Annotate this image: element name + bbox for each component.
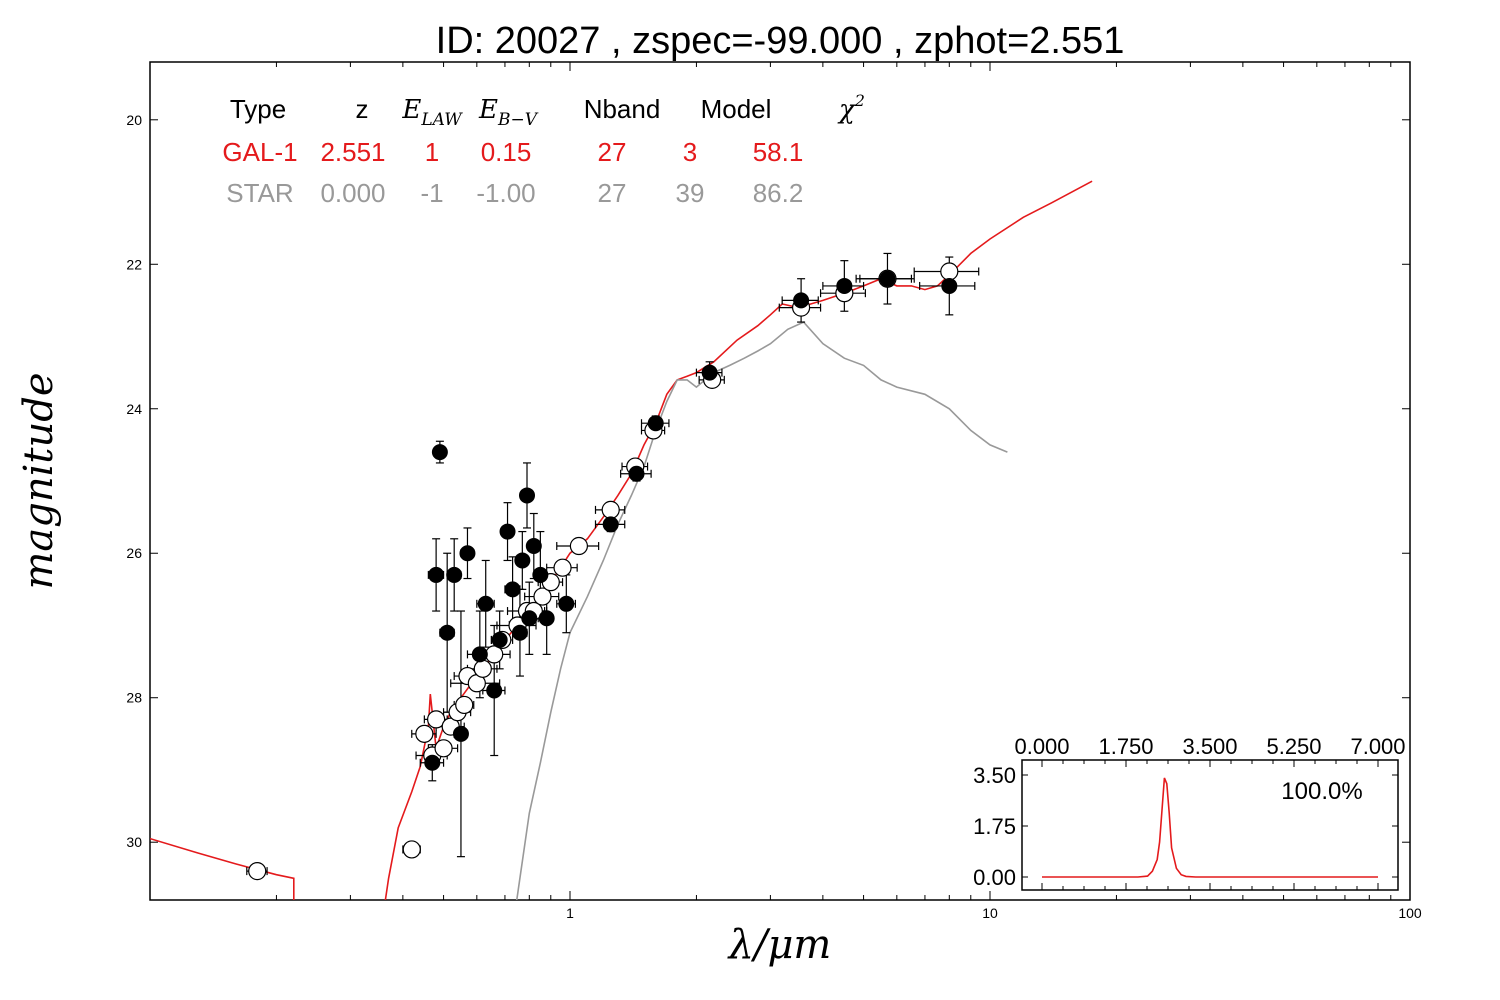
- observed-magnitude-point: [486, 682, 503, 699]
- y-tick-label: 22: [126, 256, 142, 272]
- observed-magnitude-point: [439, 624, 456, 641]
- observed-magnitude-point: [941, 277, 958, 294]
- observed-magnitude-point: [602, 516, 619, 533]
- table-header-model: Model: [701, 94, 772, 124]
- observed-magnitude-point: [793, 292, 810, 309]
- observed-magnitude-point: [879, 270, 896, 287]
- observed-magnitude-point: [511, 624, 528, 641]
- observed-magnitude-point: [424, 754, 441, 771]
- observed-magnitude-point: [525, 538, 542, 555]
- observed-magnitude-point: [836, 277, 853, 294]
- fit-results-table: Type z ELAW EB−V Nband Model χ2 GAL-1 2.551 1 0.15…: [222, 91, 865, 208]
- observed-magnitude-point: [532, 566, 549, 583]
- observed-magnitude-point: [499, 523, 516, 540]
- inset-y-tick-label: 1.75: [973, 814, 1016, 839]
- photometry-points: [246, 252, 980, 881]
- inset-probability-label: 100.0%: [1281, 778, 1362, 805]
- table-header-e-law: ELAW: [401, 95, 463, 130]
- star-row-cell: 86.2: [753, 178, 804, 208]
- galaxy-row-cell: 2.551: [320, 137, 385, 167]
- observed-magnitude-point: [459, 545, 476, 562]
- inset-x-tick-label: 7.000: [1350, 734, 1405, 759]
- galaxy-row-cell: 1: [425, 137, 439, 167]
- observed-magnitude-point: [647, 415, 664, 432]
- galaxy-row-cell: 58.1: [753, 137, 804, 167]
- x-tick-label: 1: [566, 905, 574, 921]
- inset-x-tick-label: 5.250: [1266, 734, 1321, 759]
- model-magnitude-point: [473, 659, 492, 678]
- observed-magnitude-point: [452, 725, 469, 742]
- table-header-z: z: [356, 94, 369, 124]
- observed-magnitude-point: [504, 581, 521, 598]
- observed-magnitude-point: [628, 465, 645, 482]
- inset-x-tick-label: 0.000: [1014, 734, 1069, 759]
- pdz-curve: [1042, 777, 1378, 878]
- model-magnitude-point: [601, 500, 620, 519]
- observed-magnitude-point: [558, 595, 575, 612]
- inset-x-tick-label: 1.750: [1098, 734, 1153, 759]
- model-magnitude-point: [569, 536, 588, 556]
- inset-x-tick-label: 3.500: [1182, 734, 1237, 759]
- observed-magnitude-point: [538, 610, 555, 627]
- observed-magnitude-point: [477, 595, 494, 612]
- model-magnitude-point: [434, 739, 453, 758]
- galaxy-row-cell: 0.15: [481, 137, 532, 167]
- model-magnitude-point: [553, 558, 572, 577]
- inset-axis-ticks: 0.000 1.750 3.500 5.250 7.000 3.50 1.75 0.00: [973, 734, 1406, 890]
- observed-magnitude-point: [701, 364, 718, 381]
- y-tick-label: 30: [126, 834, 142, 850]
- x-axis-label: λ/μm: [727, 922, 832, 968]
- y-tick-label: 28: [126, 690, 142, 706]
- observed-magnitude-point: [471, 646, 488, 663]
- y-axis-label: magnitude: [16, 372, 62, 589]
- star-row-cell: STAR: [226, 178, 293, 208]
- y-tick-label: 20: [126, 112, 142, 128]
- star-row-cell: 0.000: [320, 178, 385, 208]
- pdz-inset: 0.000 1.750 3.500 5.250 7.000 3.50 1.75 0.00 10…: [973, 734, 1406, 891]
- star-row-cell: 39: [676, 178, 705, 208]
- observed-magnitude-point: [431, 444, 448, 461]
- model-magnitude-point: [455, 695, 474, 715]
- table-header-e-b-v: EB−V: [478, 95, 539, 130]
- observed-magnitude-point: [521, 610, 538, 627]
- main-plot: 1 10 100 20 22 24 26 28 30 λ/μm magnitude: [16, 61, 1422, 968]
- observed-magnitude-point: [491, 631, 508, 648]
- inset-y-tick-label: 0.00: [973, 865, 1016, 890]
- model-magnitude-point: [248, 862, 267, 881]
- observed-magnitude-point: [514, 552, 531, 569]
- figure-title: ID: 20027 , zspec=-99.000 , zphot=2.551: [436, 20, 1125, 62]
- table-header-type: Type: [230, 94, 286, 124]
- y-tick-label: 24: [126, 401, 142, 417]
- model-magnitude-point: [427, 710, 446, 729]
- observed-magnitude-point: [428, 566, 445, 583]
- star-row-cell: -1: [420, 178, 443, 208]
- inset-y-tick-label: 3.50: [973, 763, 1016, 788]
- star-row-cell: -1.00: [476, 178, 535, 208]
- table-header-nband: Nband: [584, 94, 661, 124]
- pdz-line: [1042, 777, 1378, 878]
- y-tick-label: 26: [126, 545, 142, 561]
- x-tick-label: 10: [982, 905, 998, 921]
- galaxy-row-cell: 27: [598, 137, 627, 167]
- observed-magnitude-point: [519, 487, 536, 504]
- main-axis-ticks: 1 10 100 20 22 24 26 28 30: [126, 62, 1422, 921]
- star-row-cell: 27: [598, 178, 627, 208]
- model-magnitude-point: [415, 724, 434, 743]
- model-magnitude-point: [533, 587, 552, 606]
- model-magnitude-point: [940, 262, 959, 281]
- table-header-chi2: χ2: [837, 91, 865, 125]
- galaxy-row-cell: 3: [683, 137, 697, 167]
- galaxy-row-cell: GAL-1: [222, 137, 297, 167]
- observed-magnitude-point: [446, 566, 463, 583]
- inset-frame: [1021, 759, 1399, 891]
- x-tick-label: 100: [1398, 905, 1422, 921]
- model-magnitude-point: [402, 840, 421, 859]
